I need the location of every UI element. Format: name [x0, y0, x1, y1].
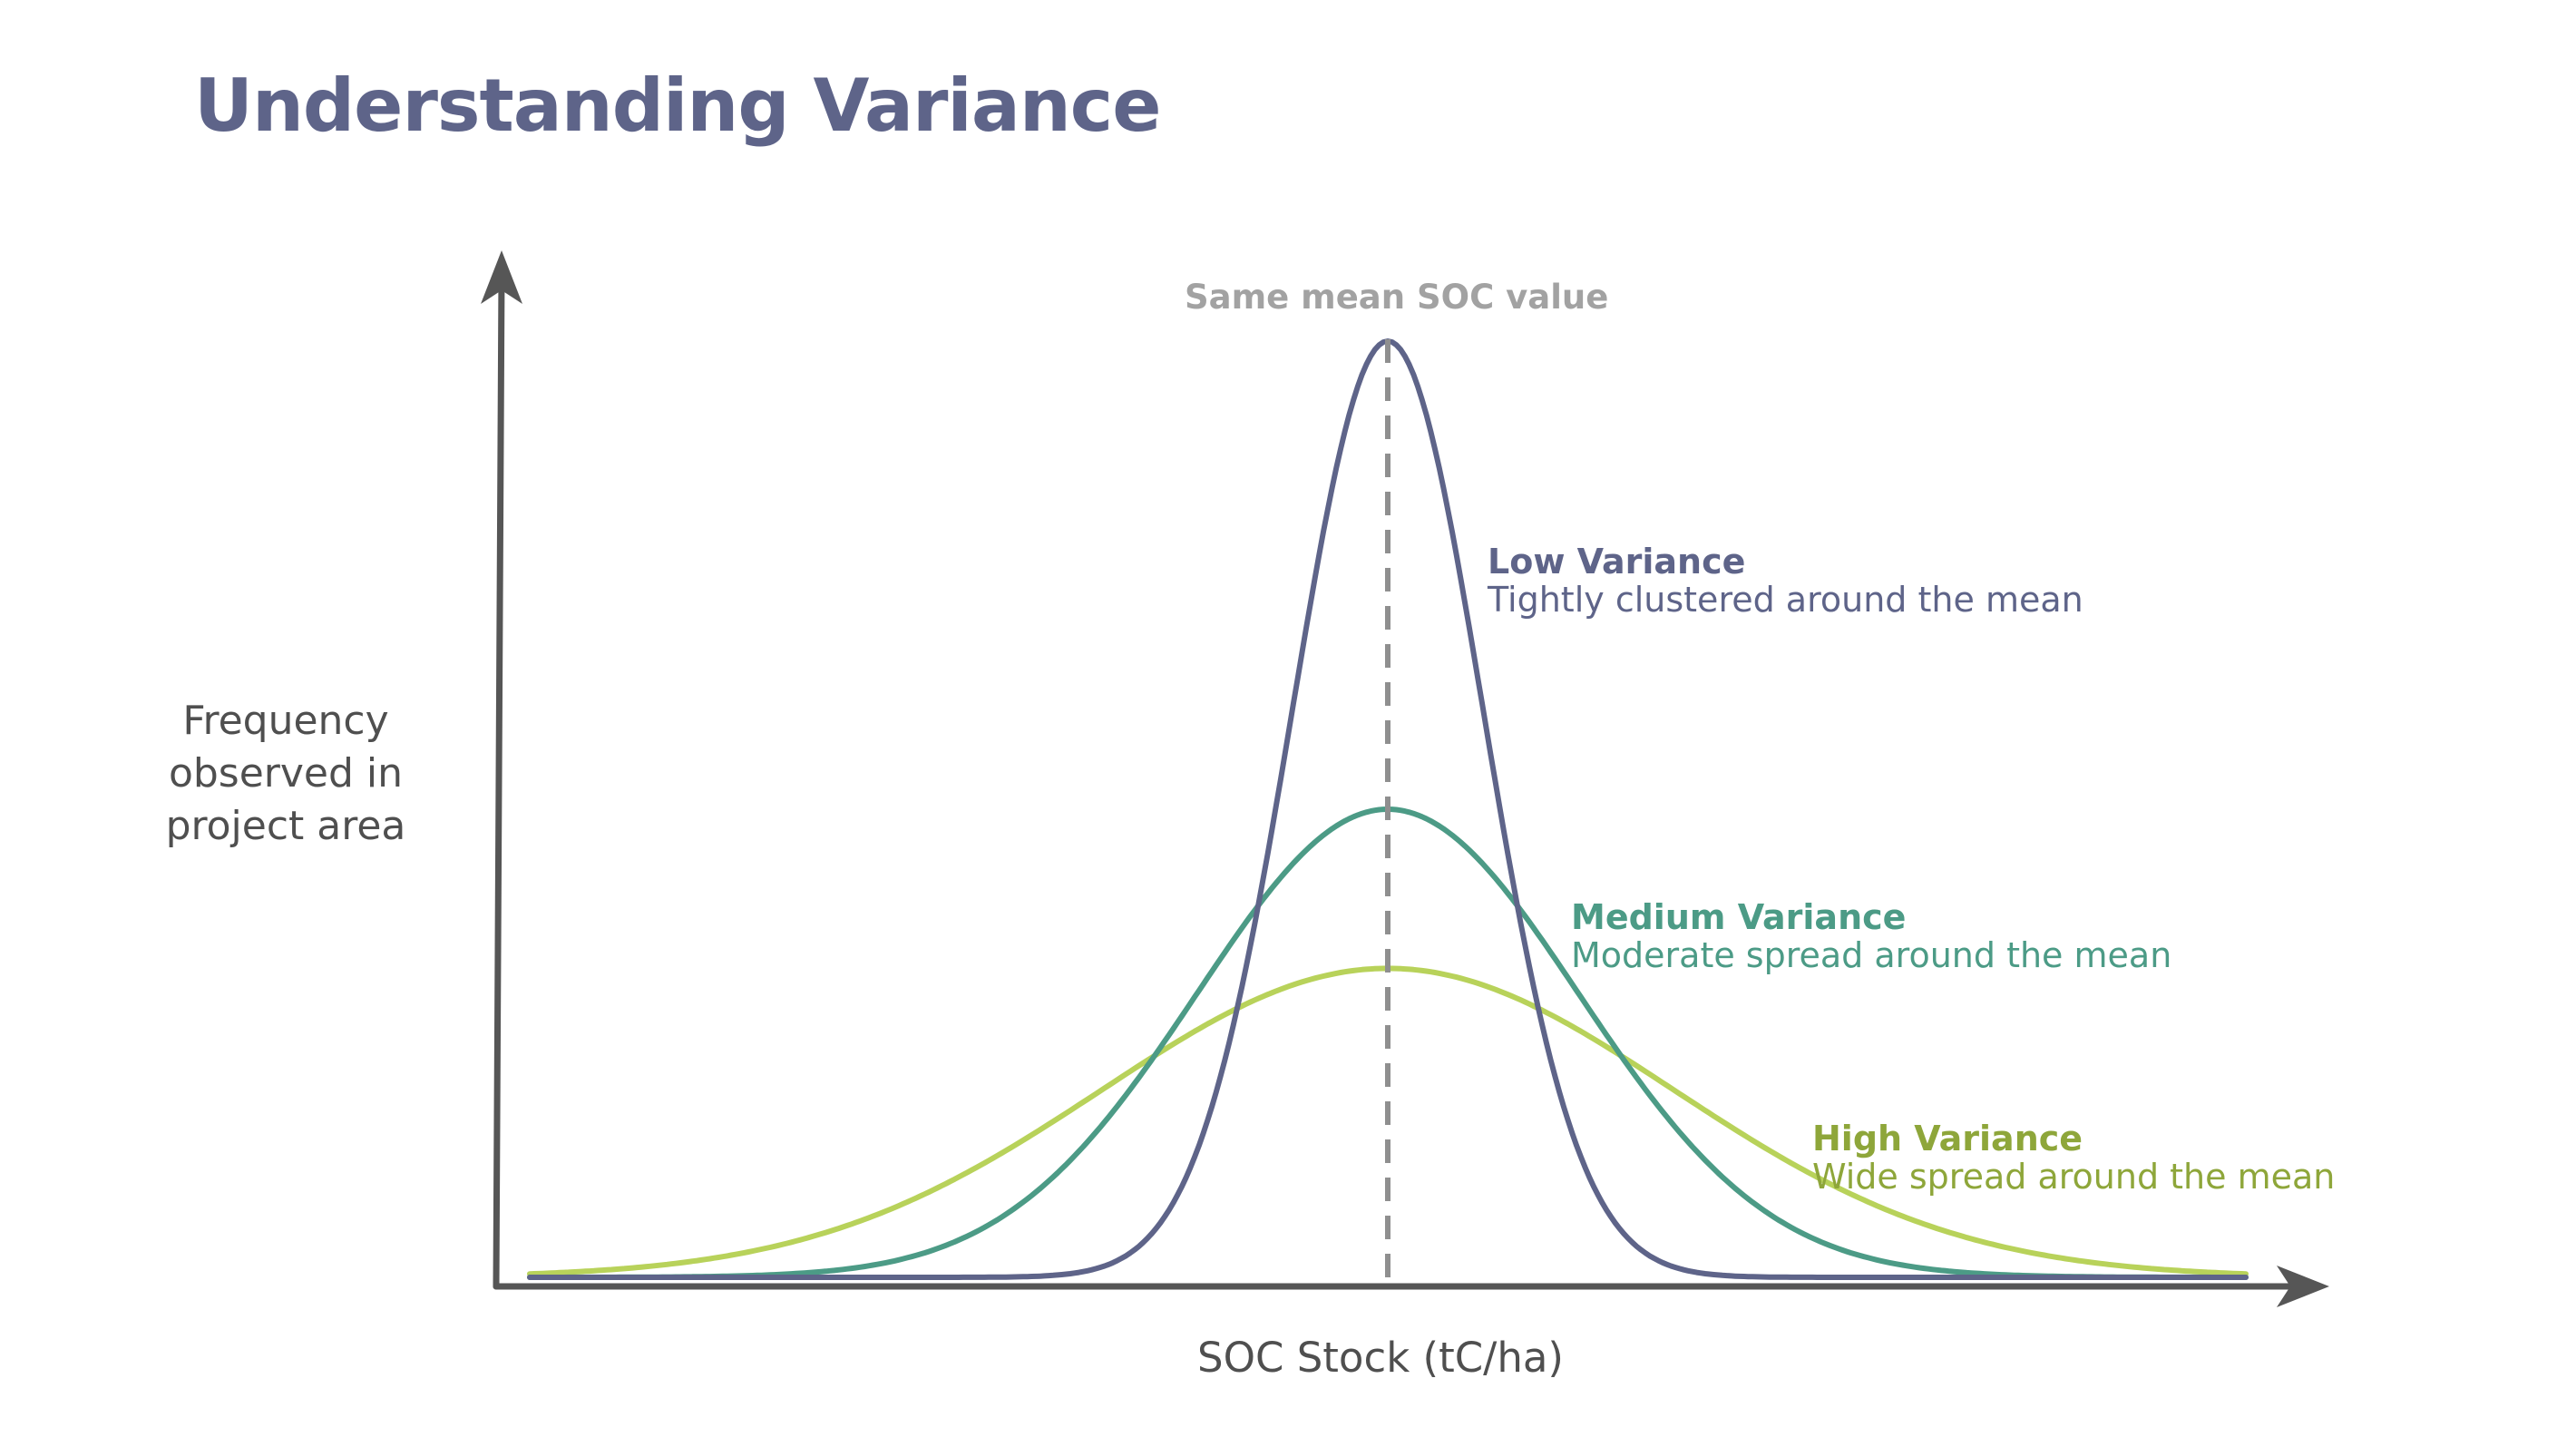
x-axis-label: SOC Stock (tC/ha) — [1197, 1334, 1564, 1382]
axes — [481, 250, 2329, 1307]
annotation-medium-description: Moderate spread around the mean — [1571, 935, 2172, 975]
mean-label: Same mean SOC value — [1185, 278, 1609, 317]
annotation-medium-variance: Medium Variance Moderate spread around t… — [1571, 898, 2171, 974]
y-axis-label: Frequency observed in project area — [165, 698, 406, 849]
annotation-low-description: Tightly clustered around the mean — [1488, 580, 2083, 620]
y-axis — [493, 269, 505, 1290]
annotation-high-variance: High Variance Wide spread around the mea… — [1812, 1119, 2335, 1196]
x-axis-arrow — [2277, 1266, 2329, 1307]
annotation-low-variance: Low Variance Tightly clustered around th… — [1488, 543, 2083, 619]
annotation-high-description: Wide spread around the mean — [1812, 1157, 2336, 1197]
annotation-low-title: Low Variance — [1488, 542, 1746, 582]
annotation-medium-title: Medium Variance — [1571, 897, 1907, 937]
chart-title: Understanding Variance — [194, 64, 1161, 148]
y-axis-arrow — [481, 250, 522, 304]
annotation-high-title: High Variance — [1812, 1119, 2083, 1158]
